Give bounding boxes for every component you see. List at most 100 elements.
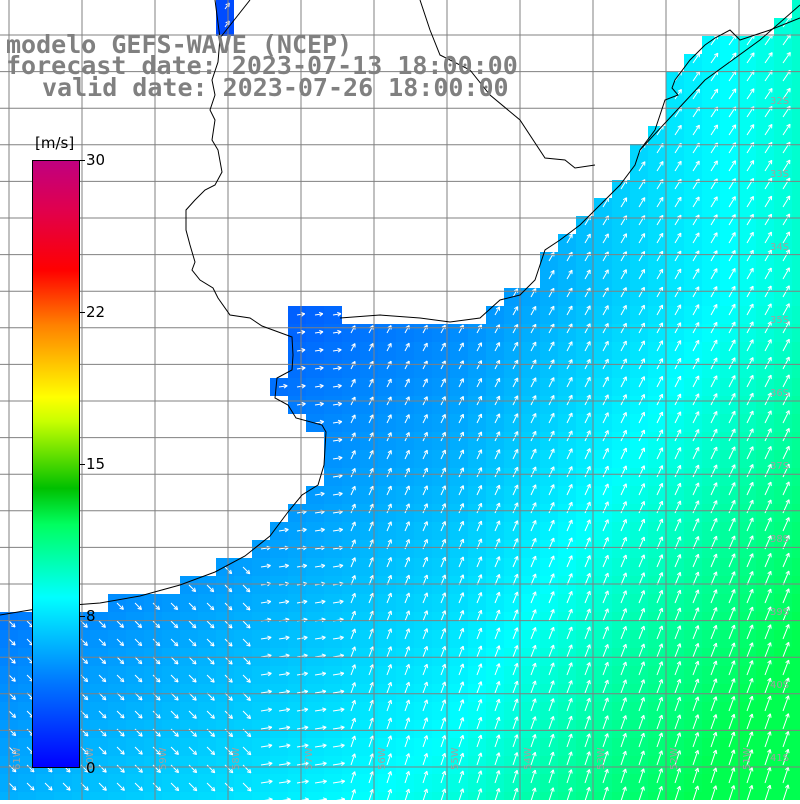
wind-arrow-head [445, 735, 446, 739]
wind-arrow-head [716, 768, 717, 772]
wind-arrow-head [680, 644, 681, 648]
wind-arrow-head [644, 769, 645, 773]
wind-arrow-head [553, 716, 554, 720]
speed-cell [720, 792, 738, 800]
speed-cell [180, 792, 198, 800]
wind-arrow-head [698, 715, 699, 719]
wind-arrow-head [626, 644, 627, 648]
wind-arrow-head [662, 697, 663, 701]
wind-arrow-head [445, 682, 446, 686]
wind-arrow-head [662, 733, 663, 737]
speed-cell [792, 558, 800, 576]
wind-arrow-head [626, 751, 627, 755]
speed-cell [792, 702, 800, 720]
speed-cell [36, 792, 54, 800]
longitude-label: 53W [596, 747, 607, 770]
speed-cell [594, 792, 612, 800]
wind-arrow-head [373, 700, 374, 704]
speed-cell [792, 756, 800, 774]
colorbar-units: [m/s] [35, 134, 74, 152]
speed-cell [792, 720, 800, 738]
wind-arrow-head [499, 646, 500, 650]
wind-arrow-head [391, 700, 392, 704]
wind-arrow-head [427, 664, 428, 668]
wind-arrow-head [752, 678, 753, 682]
wind-arrow-head [572, 716, 573, 720]
speed-cell [144, 792, 162, 800]
speed-cell [486, 792, 504, 800]
speed-cell [792, 738, 800, 756]
wind-arrow-head [752, 661, 753, 665]
wind-arrow-head [716, 732, 717, 736]
wind-arrow-head [535, 717, 536, 721]
speed-cell [792, 180, 800, 198]
wind-arrow-head [644, 662, 645, 666]
wind-arrow-head [734, 679, 735, 683]
wind-arrow-head [409, 646, 410, 650]
speed-cell [450, 792, 468, 800]
wind-arrow-head [572, 734, 573, 738]
speed-cell [792, 108, 800, 126]
wind-arrow-head [409, 753, 410, 757]
wind-arrow-head [680, 697, 681, 701]
colorbar [32, 160, 80, 768]
speed-cell [108, 792, 126, 800]
wind-arrow-head [499, 753, 500, 757]
wind-arrow-head [734, 768, 735, 772]
wind-arrow-head [770, 714, 771, 718]
speed-cell [540, 792, 558, 800]
wind-arrow-head [680, 751, 681, 755]
wind-arrow-head [355, 682, 356, 686]
wind-arrow-head [590, 752, 591, 756]
wind-arrow-head [770, 696, 771, 700]
wind-arrow-head [391, 754, 392, 758]
speed-cell [666, 792, 684, 800]
longitude-label: 61W [12, 747, 23, 770]
speed-cell [792, 486, 800, 504]
wind-arrow-head [535, 752, 536, 756]
wind-arrow-head [535, 770, 536, 774]
speed-cell [72, 792, 90, 800]
wind-arrow-head [445, 718, 446, 722]
wind-arrow-head [716, 750, 717, 754]
speed-cell [630, 792, 648, 800]
wind-arrow-head [590, 734, 591, 738]
latitude-label: 33S [770, 169, 789, 180]
wind-arrow-head [698, 768, 699, 772]
wind-arrow-head [463, 735, 464, 739]
wind-arrow-head [463, 753, 464, 757]
speed-cell [522, 792, 540, 800]
wind-arrow-head [698, 679, 699, 683]
wind-arrow-head [644, 697, 645, 701]
wind-arrow-head [355, 772, 356, 776]
wind-arrow-head [445, 664, 446, 668]
speed-cell [792, 234, 800, 252]
speed-cell [792, 378, 800, 396]
wind-arrow-head [535, 699, 536, 703]
wind-arrow-head [554, 663, 555, 667]
wind-arrow-head [644, 751, 645, 755]
wind-arrow-head [355, 647, 356, 651]
speed-cell [648, 792, 666, 800]
wind-arrow-head [553, 734, 554, 738]
speed-cell [792, 36, 800, 54]
wind-arrow-head [734, 732, 735, 736]
speed-cell [792, 396, 800, 414]
wind-arrow-head [445, 646, 446, 650]
wind-arrow-head [409, 700, 410, 704]
wind-arrow-head [536, 663, 537, 667]
wind-arrow-head [608, 698, 609, 702]
wind-arrow-head [499, 735, 500, 739]
wind-arrow-head [752, 732, 753, 736]
wind-arrow-head [445, 771, 446, 775]
wind-arrow-head [644, 733, 645, 737]
wind-arrow-head [517, 681, 518, 685]
wind-arrow-head [716, 697, 717, 701]
speed-cell [792, 90, 800, 108]
wind-arrow-head [391, 718, 392, 722]
wind-arrow-head [590, 680, 591, 684]
wind-arrow-head [788, 714, 789, 718]
wind-arrow-head [752, 696, 753, 700]
latitude-label: 40S [770, 680, 789, 691]
